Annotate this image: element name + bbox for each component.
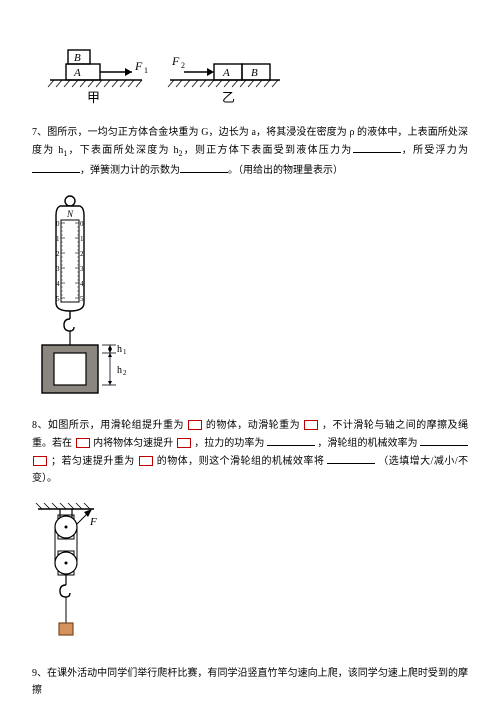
q8-blank2 bbox=[420, 434, 468, 446]
q7-t2: ，下表面所处深度为 h bbox=[67, 145, 178, 156]
figure3-svg: F bbox=[32, 501, 122, 651]
q8-box3 bbox=[76, 438, 90, 448]
q8-blank1 bbox=[267, 434, 315, 446]
svg-text:B: B bbox=[251, 67, 258, 79]
force-f1-sub: 1 bbox=[144, 66, 148, 75]
q8-box2 bbox=[304, 420, 318, 430]
jia-group: A B F 1 甲 bbox=[48, 50, 148, 105]
scale-N: N bbox=[66, 209, 74, 219]
jia-label: 甲 bbox=[87, 90, 100, 105]
q7-blank3 bbox=[180, 161, 228, 173]
h2-label: h bbox=[117, 365, 122, 376]
figure-pulley: F bbox=[32, 501, 468, 651]
q7-t6: 。（用给出的物理量表示） bbox=[228, 165, 343, 176]
svg-text:2: 2 bbox=[123, 369, 127, 377]
q7-t3: ，则正方体下表面受到液体压力为 bbox=[183, 145, 353, 156]
svg-text:5: 5 bbox=[56, 295, 60, 303]
h-labels: h 1 h 2 bbox=[102, 344, 127, 385]
q9-text: 9、在课外活动中同学们举行爬杆比赛，有同学沿竖直竹竿匀速向上爬，该同学匀速上爬时… bbox=[32, 668, 468, 696]
q8-box1 bbox=[188, 420, 202, 430]
svg-text:5: 5 bbox=[80, 295, 84, 303]
svg-text:4: 4 bbox=[80, 280, 84, 288]
q8-t5: ，拉力的功率为 bbox=[194, 438, 264, 449]
figure-jia-yi: A B F 1 甲 A bbox=[32, 40, 468, 110]
svg-text:1: 1 bbox=[123, 348, 127, 356]
figure2-svg: N 0 0 1 1 2 2 3 3 4 4 5 5 bbox=[32, 193, 162, 403]
blockA-label: A bbox=[73, 67, 81, 79]
q8-box5 bbox=[33, 456, 47, 466]
question-8: 8、如图所示，用滑轮组提升重为 的物体，动滑轮重为 ，不计滑轮与轴之间的摩擦及绳… bbox=[32, 417, 468, 487]
q8-t8: 的物体，则这个滑轮组的机械效率将 bbox=[157, 456, 325, 467]
svg-text:3: 3 bbox=[80, 265, 84, 273]
svg-text:A: A bbox=[222, 67, 230, 79]
svg-text:2: 2 bbox=[56, 250, 60, 258]
load-block bbox=[59, 623, 73, 635]
svg-text:4: 4 bbox=[56, 280, 60, 288]
figure1-svg: A B F 1 甲 A bbox=[32, 40, 292, 110]
svg-text:2: 2 bbox=[181, 61, 185, 70]
svg-text:3: 3 bbox=[56, 265, 60, 273]
q8-t6: ，滑轮组的机械效率为 bbox=[317, 438, 417, 449]
q7-blank1 bbox=[353, 141, 401, 153]
q7-t5: ，弹簧测力计的示数为 bbox=[80, 165, 180, 176]
q7-t4: ，所受浮力为 bbox=[401, 145, 469, 156]
force-f: F bbox=[89, 516, 97, 528]
q8-box4 bbox=[177, 438, 191, 448]
q8-box6 bbox=[139, 456, 153, 466]
svg-text:0: 0 bbox=[56, 220, 60, 228]
svg-text:0: 0 bbox=[80, 220, 84, 228]
yi-label: 乙 bbox=[222, 90, 235, 105]
q8-t7: ；若匀速提升重为 bbox=[51, 456, 135, 467]
svg-text:1: 1 bbox=[80, 235, 84, 243]
figure-spring-block: N 0 0 1 1 2 2 3 3 4 4 5 5 bbox=[32, 193, 468, 403]
force-f2: F bbox=[171, 54, 180, 68]
question-9: 9、在课外活动中同学们举行爬杆比赛，有同学沿竖直竹竿匀速向上爬，该同学匀速上爬时… bbox=[32, 665, 468, 699]
q8-t2: 的物体，动滑轮重为 bbox=[206, 420, 300, 431]
blockB-label: B bbox=[74, 52, 81, 64]
svg-text:2: 2 bbox=[80, 250, 84, 258]
q7-blank2 bbox=[32, 161, 80, 173]
q8-blank3 bbox=[327, 452, 375, 464]
h1-label: h bbox=[117, 344, 122, 355]
svg-text:1: 1 bbox=[56, 235, 60, 243]
yi-group: A B F 2 乙 bbox=[168, 54, 280, 105]
force-f1: F bbox=[134, 59, 143, 73]
q8-t4: 内将物体匀速提升 bbox=[93, 438, 173, 449]
q8-t1: 8、如图所示，用滑轮组提升重为 bbox=[32, 420, 184, 431]
question-7: 7、图所示，一均匀正方体合金块重为 G，边长为 a，将其浸没在密度为 ρ 的液体… bbox=[32, 124, 468, 179]
